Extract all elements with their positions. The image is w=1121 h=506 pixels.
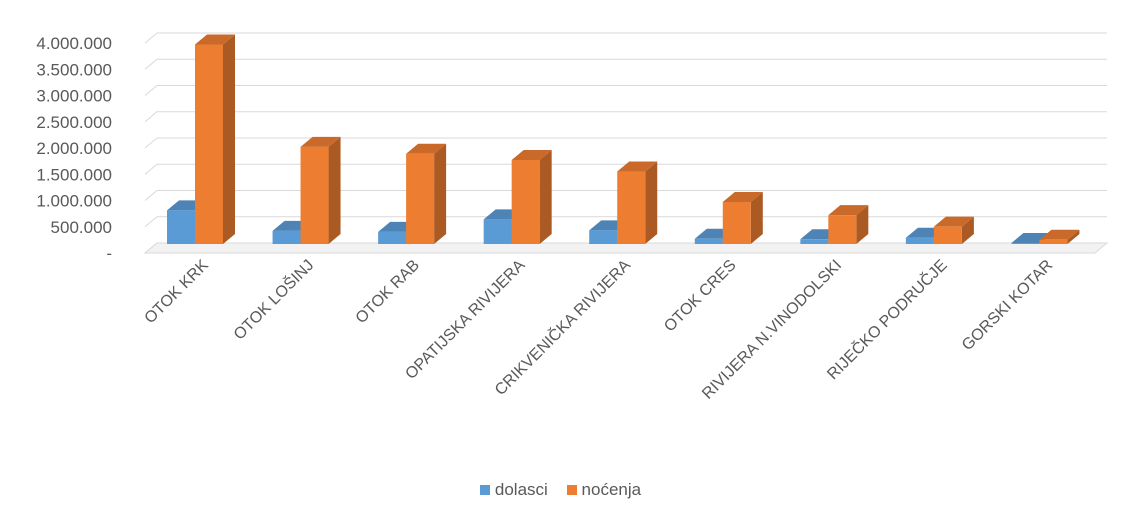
bar-side	[223, 34, 235, 244]
bar-front	[195, 44, 223, 244]
bar-front	[1011, 242, 1040, 244]
bar-side	[434, 143, 447, 244]
legend-item-nocenja: noćenja	[566, 480, 642, 500]
bar-front	[617, 171, 646, 244]
x-tick-label: OPATIJSKA RIVIJERA	[402, 257, 528, 383]
bar-top	[195, 34, 235, 45]
bar-nocenja-otok-krk	[195, 34, 235, 244]
y-tick-label: -	[106, 244, 112, 263]
bar-side	[856, 205, 869, 244]
x-tick-label: OTOK RAB	[353, 257, 423, 327]
bar-top	[722, 192, 763, 202]
legend-item-dolasci: dolasci	[479, 480, 548, 500]
bars	[167, 34, 1080, 244]
chart-svg: - 500.000 1.000.000 1.500.000 2.000.000 2.500…	[36, 32, 1109, 403]
bar-nocenja-otok-losinj	[300, 136, 341, 244]
y-tick-label: 4.000.000	[36, 34, 112, 53]
y-tick-label: 2.000.000	[36, 139, 112, 158]
bar-nocenja-gorski-kotar	[1039, 229, 1080, 244]
bar-side	[645, 161, 658, 244]
bar-front	[722, 202, 751, 244]
gridline	[144, 32, 1107, 44]
bar-front	[800, 239, 829, 244]
y-tick-label: 3.000.000	[36, 87, 112, 106]
bar-top	[617, 161, 658, 172]
bar-top	[511, 150, 552, 160]
y-tick-label: 1.000.000	[36, 192, 112, 211]
gridlines	[143, 32, 1109, 254]
legend-swatch-dolasci	[479, 485, 490, 495]
bar-front	[167, 210, 195, 244]
gridline	[144, 216, 1107, 228]
bar-nocenja-otok-rab	[406, 143, 447, 244]
gridline	[144, 190, 1107, 201]
legend-swatch-nocenja	[566, 485, 577, 495]
x-tick-label: RIJEČKO PODRUČJE	[823, 255, 951, 383]
bar-side	[539, 150, 552, 244]
bar-front	[933, 226, 962, 244]
bar-front	[694, 238, 723, 244]
gridline	[144, 163, 1107, 175]
gridline	[144, 85, 1107, 96]
bar-side	[328, 136, 341, 244]
bar-nocenja-crikvenicka-rivijera	[617, 161, 658, 244]
bar-front	[378, 231, 407, 244]
bar-side	[750, 192, 763, 244]
gridline	[144, 137, 1107, 149]
bar-front	[589, 230, 618, 244]
bar-front	[406, 153, 435, 244]
bar-front	[300, 146, 329, 244]
y-tick-label: 500.000	[51, 218, 112, 237]
bar-top	[300, 136, 341, 147]
bar-front	[828, 215, 857, 244]
chart-floor	[143, 242, 1109, 254]
bar-nocenja-otok-cres	[722, 192, 763, 244]
bar-front	[272, 230, 301, 244]
legend-label-dolasci: dolasci	[494, 480, 548, 499]
gridline	[144, 111, 1107, 123]
bar-side	[1067, 229, 1080, 244]
bar-front	[1039, 239, 1068, 244]
bar-top	[933, 216, 974, 227]
y-tick-label: 2.500.000	[36, 113, 112, 132]
bar-top	[406, 143, 447, 154]
x-tick-label: OTOK KRK	[142, 257, 213, 328]
bar-top	[828, 205, 869, 216]
bar-side	[961, 216, 974, 244]
bar-front	[905, 237, 934, 244]
bar-top	[1039, 229, 1080, 240]
x-tick-label: GORSKI KOTAR	[959, 257, 1056, 354]
legend: dolasci noćenja	[0, 480, 1121, 500]
y-tick-label: 3.500.000	[36, 60, 112, 79]
bar-nocenja-opatijska-rivijera	[511, 150, 552, 244]
y-tick-label: 1.500.000	[36, 165, 112, 184]
bar-front	[483, 219, 512, 244]
x-tick-label: OTOK LOŠINJ	[229, 255, 317, 343]
bar-nocenja-rivijera-n-vinodolski	[828, 205, 869, 244]
gridline	[144, 58, 1107, 70]
legend-label-nocenja: noćenja	[581, 480, 642, 499]
bar-nocenja-rijecko-podrucje	[933, 216, 974, 244]
x-tick-label: OTOK CRES	[661, 257, 739, 335]
bar-front	[511, 160, 540, 244]
y-axis-ticks: - 500.000 1.000.000 1.500.000 2.000.000 2.500…	[36, 34, 112, 263]
